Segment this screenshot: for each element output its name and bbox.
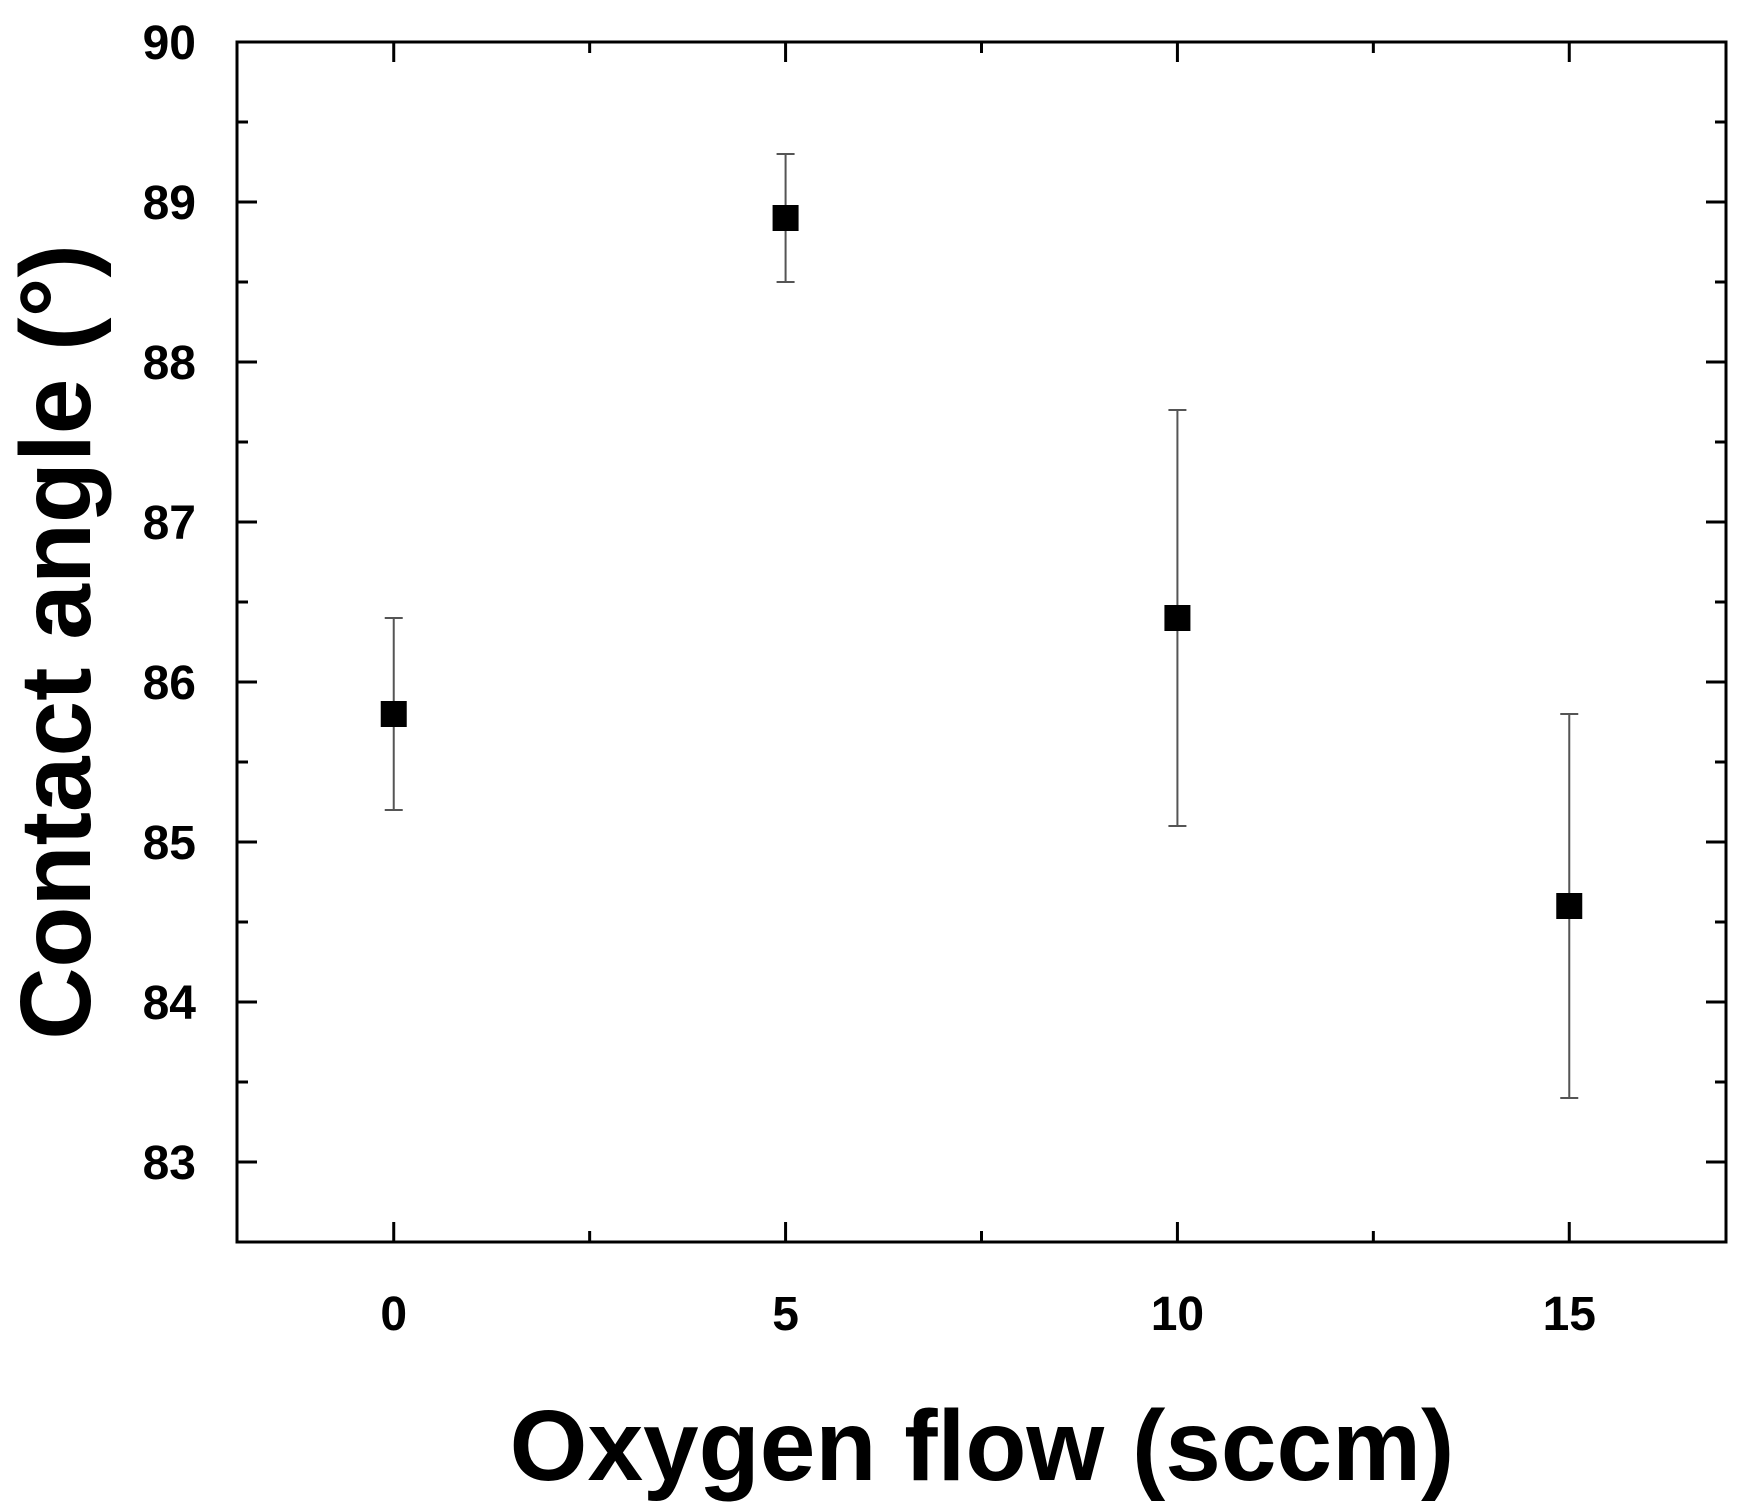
x-tick-label: 5 bbox=[772, 1288, 799, 1341]
data-point-marker bbox=[772, 205, 799, 231]
x-tick-label: 15 bbox=[1543, 1288, 1596, 1341]
x-tick-labels: 0 5 10 15 bbox=[380, 1288, 1596, 1341]
y-tick-label: 87 bbox=[143, 497, 196, 550]
data-markers bbox=[380, 205, 1583, 919]
y-tick-label: 90 bbox=[143, 17, 196, 70]
y-tick-label: 86 bbox=[143, 657, 196, 710]
y-tick-label: 85 bbox=[143, 817, 196, 870]
y-tick-label: 84 bbox=[143, 977, 197, 1030]
data-point-marker bbox=[380, 701, 407, 727]
y-tick-label: 89 bbox=[143, 177, 196, 230]
data-point-marker bbox=[1556, 893, 1583, 919]
y-tick-label: 88 bbox=[143, 337, 196, 390]
y-axis-title: Contact angle (°) bbox=[0, 244, 112, 1040]
y-tick-label: 83 bbox=[143, 1137, 196, 1190]
axis-ticks bbox=[237, 40, 1726, 1244]
y-tick-labels: 83 84 85 86 87 88 89 90 bbox=[143, 17, 197, 1190]
x-tick-label: 0 bbox=[380, 1288, 407, 1341]
x-tick-label: 10 bbox=[1151, 1288, 1204, 1341]
data-point-marker bbox=[1164, 605, 1191, 631]
x-axis-title: Oxygen flow (sccm) bbox=[510, 1390, 1455, 1502]
